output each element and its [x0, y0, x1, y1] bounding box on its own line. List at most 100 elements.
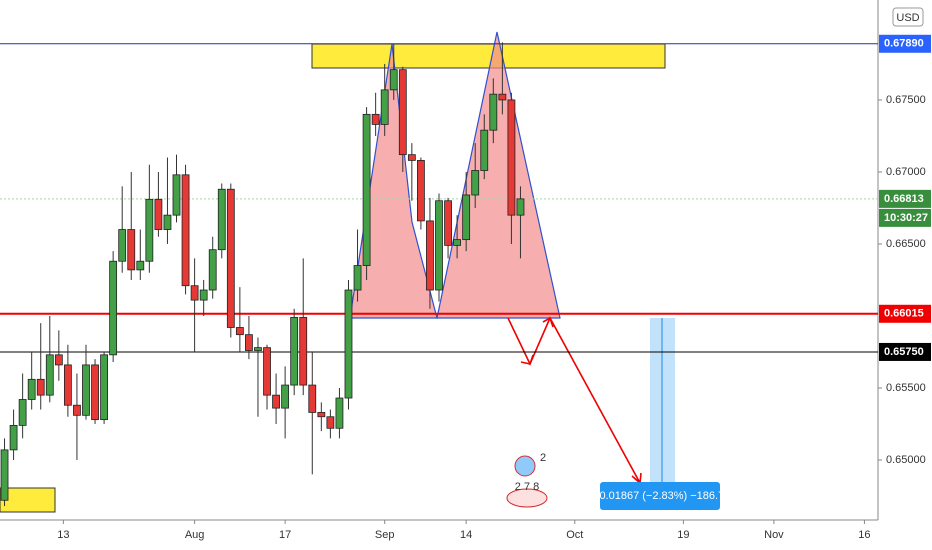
candle-body — [362, 113, 371, 266]
x-tick-label: Sep — [375, 529, 395, 541]
measure-label-box — [600, 482, 720, 510]
candle-body — [471, 170, 480, 196]
x-tick-label: Aug — [185, 529, 205, 541]
candle-body — [299, 316, 308, 386]
candle-body — [118, 229, 127, 262]
y-tick-label: 0.65500 — [886, 382, 926, 394]
candle-body — [335, 397, 344, 429]
candle-body — [163, 214, 172, 230]
candle-body — [435, 200, 443, 291]
candle-body — [290, 316, 299, 386]
drawings: -0.01867 (−2.83%) −186.7 2 2 7 8 — [0, 31, 724, 513]
candle-body — [380, 89, 389, 125]
x-tick-label: 16 — [858, 529, 870, 541]
candle-body — [389, 69, 398, 91]
candle-body — [272, 394, 280, 409]
x-tick-label: 17 — [279, 529, 291, 541]
projection-arrow — [507, 316, 641, 484]
candle-body — [489, 93, 498, 131]
candle-body — [190, 285, 199, 301]
price-label: 0.66015 — [884, 308, 924, 320]
resistance-zone — [311, 43, 666, 69]
candle-body — [254, 347, 262, 351]
logo-text: 2 7 8 — [515, 481, 539, 493]
measure-label: -0.01867 (−2.83%) −186.7 — [596, 490, 724, 502]
candle-body — [27, 378, 36, 400]
candle-body — [154, 198, 163, 230]
candle-body — [9, 424, 18, 451]
pattern-shoulder-left — [349, 43, 438, 319]
price-label-box — [879, 189, 931, 208]
countdown: 10:30:27 — [884, 212, 928, 224]
candle-body — [371, 113, 380, 125]
y-tick-label: 0.66500 — [886, 238, 926, 250]
x-tick-label: 14 — [460, 529, 472, 541]
candle-body — [63, 364, 72, 406]
logo-badge — [506, 488, 548, 508]
price-label: 0.65750 — [884, 346, 924, 358]
candle-body — [82, 364, 90, 416]
logo — [514, 455, 536, 477]
candle-body — [480, 129, 489, 171]
candle-body — [353, 265, 362, 291]
logo-text: 2 — [540, 452, 546, 464]
candle-body — [407, 154, 416, 161]
candle-body — [245, 334, 253, 351]
candle-body — [226, 188, 235, 328]
candle-body — [516, 198, 525, 216]
price-label-box — [879, 34, 931, 53]
currency: USD — [896, 12, 919, 24]
x-tick-label: Nov — [764, 529, 784, 541]
support-zone — [0, 487, 56, 513]
candle-body — [398, 69, 407, 156]
candle-body — [444, 200, 452, 246]
y-tick-label: 0.65000 — [886, 454, 926, 466]
countdown-box — [879, 208, 931, 227]
candle-body — [136, 260, 145, 271]
x-tick-label: 19 — [677, 529, 689, 541]
candle-body — [263, 347, 271, 396]
candle-body — [426, 220, 434, 291]
candle-body — [109, 260, 118, 356]
candle-body — [498, 93, 507, 101]
y-tick-label: 0.67000 — [886, 166, 926, 178]
candle-body — [462, 194, 471, 241]
price-label-box — [879, 342, 931, 361]
currency-box[interactable] — [892, 7, 924, 27]
x-tick-label: 13 — [57, 529, 69, 541]
candle-body — [217, 188, 226, 251]
candle-body — [145, 198, 154, 262]
candle-body — [507, 99, 516, 216]
price-label: 0.67890 — [884, 38, 924, 50]
candle-body — [326, 416, 335, 429]
arrow-head — [520, 354, 534, 365]
y-tick-label: 0.67500 — [886, 94, 926, 106]
candle-body — [54, 354, 63, 366]
price-label: 0.66813 — [884, 193, 924, 205]
candle-body — [181, 174, 190, 287]
candle-body — [199, 289, 208, 301]
candle-body — [172, 174, 181, 216]
candle-body — [281, 384, 290, 409]
candle-body — [36, 378, 45, 396]
candle-body — [453, 239, 462, 246]
candle-body — [0, 449, 9, 501]
candle-body — [100, 354, 108, 421]
pattern-shoulder-right — [436, 31, 561, 319]
candle-body — [344, 289, 353, 399]
x-tick-label: Oct — [566, 529, 583, 541]
candle-body — [45, 354, 54, 396]
candle-body — [308, 384, 317, 413]
candle-body — [73, 404, 81, 416]
candle-body — [317, 412, 326, 418]
candle-body — [127, 229, 136, 271]
price-label-box — [879, 304, 931, 323]
candle-body — [91, 364, 99, 421]
candle-body — [18, 399, 27, 426]
arrow-head — [542, 316, 554, 328]
candle-body — [208, 249, 217, 291]
candle-body — [235, 327, 244, 336]
candle-body — [416, 160, 425, 222]
